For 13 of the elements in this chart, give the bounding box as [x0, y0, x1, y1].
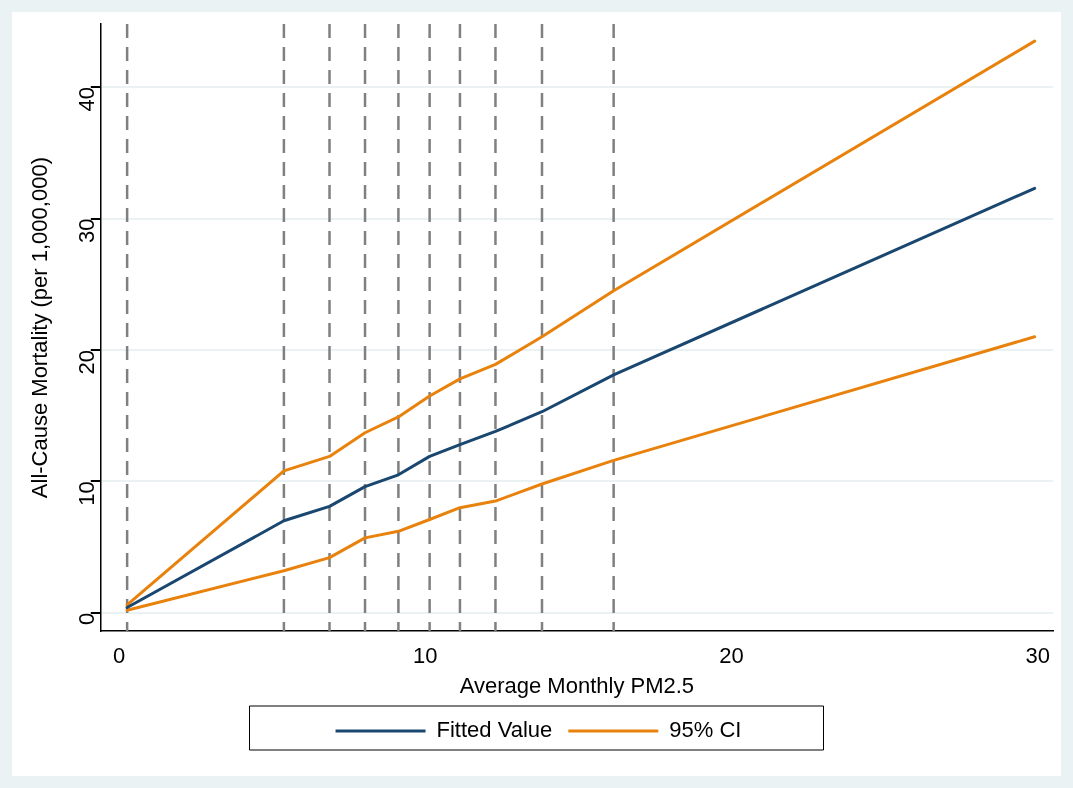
- legend-label: Fitted Value: [436, 717, 553, 743]
- y-tick-label: 10: [73, 481, 99, 506]
- x-tick-label: 30: [1025, 643, 1050, 669]
- y-tick-label: 30: [73, 218, 99, 243]
- y-tick-label: 0: [73, 612, 99, 626]
- y-axis-title: All-Cause Mortality (per 1,000,000): [27, 157, 53, 499]
- y-tick-label: 40: [73, 87, 99, 112]
- y-tick-label: 20: [73, 349, 99, 375]
- legend-label: 95% CI: [669, 717, 742, 743]
- x-tick-label: 10: [413, 643, 438, 669]
- x-tick-label: 20: [719, 643, 744, 669]
- x-axis-title: Average Monthly PM2.5: [459, 672, 695, 698]
- x-tick-label: 0: [113, 643, 126, 669]
